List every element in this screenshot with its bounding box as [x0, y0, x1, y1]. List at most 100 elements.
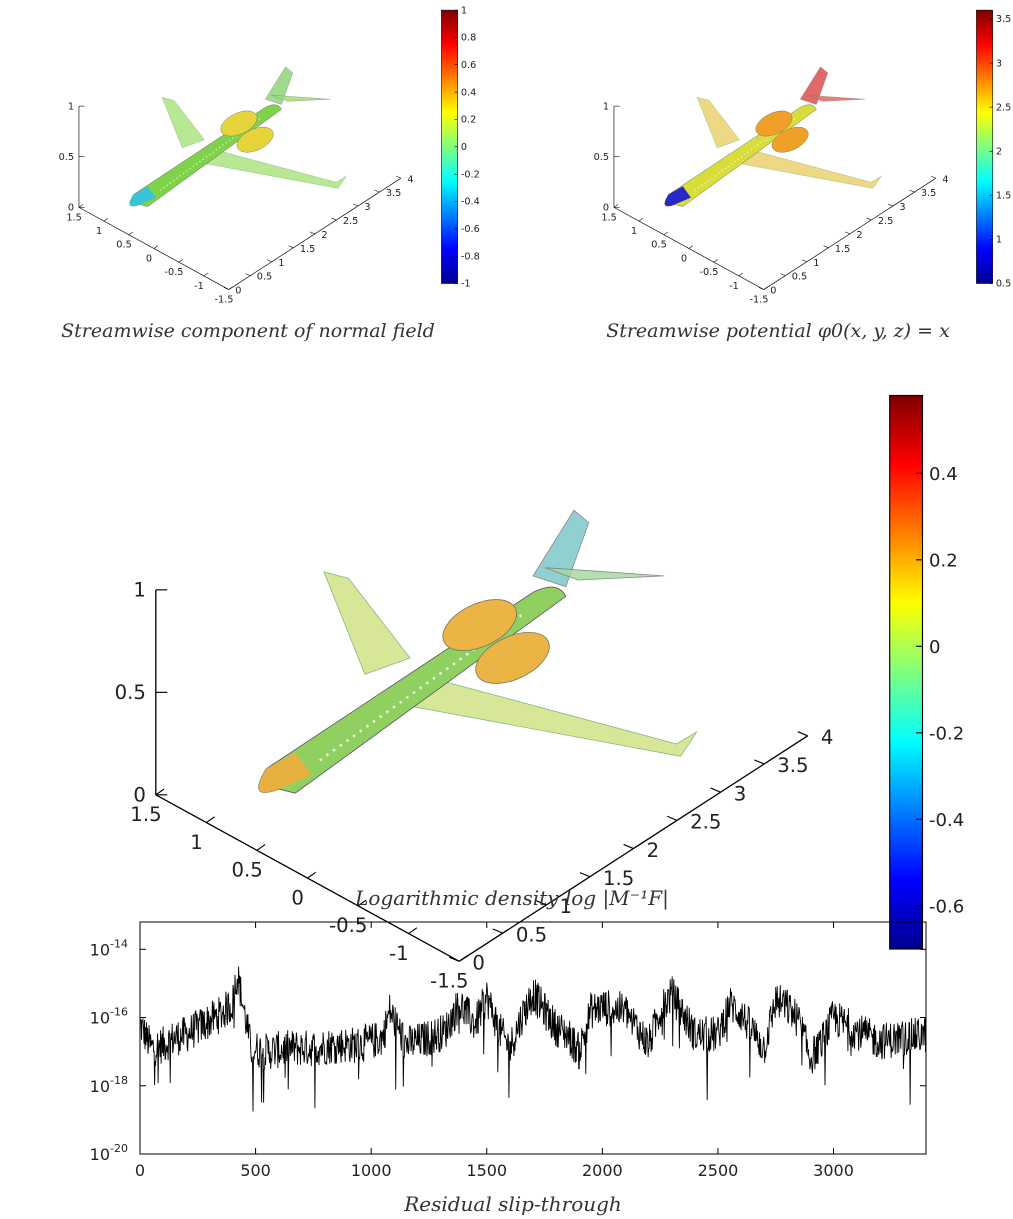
- y-tick-label: 10-20: [90, 1142, 128, 1164]
- nose: [129, 186, 156, 207]
- y-tick-label: 2: [647, 839, 660, 862]
- right-engine: [475, 631, 550, 684]
- colorbar-tick-label: 1: [461, 5, 467, 16]
- y-tick-label: 1: [813, 258, 819, 269]
- x-tick-label: 1: [190, 831, 203, 854]
- left-wing: [323, 571, 411, 675]
- x-tick-label: 1: [631, 226, 637, 237]
- colorbar-tick-label: 3: [996, 58, 1002, 69]
- y-tick-label: 4: [407, 174, 413, 185]
- colorbar: [976, 9, 993, 284]
- nose: [664, 186, 691, 207]
- colorbar: [889, 394, 924, 950]
- colorbar-tick-label: -0.6: [929, 896, 964, 917]
- colorbar-tick-label: -0.6: [461, 224, 480, 235]
- colorbar-tick-label: -0.2: [929, 723, 964, 744]
- streamwise-potential-caption: Streamwise potential φ0(x, y, z) = x: [606, 320, 950, 342]
- normal-field-caption: Streamwise component of normal field: [61, 320, 435, 342]
- z-tick-label: 1: [603, 101, 609, 112]
- y-tick-label: 2: [856, 230, 862, 241]
- left-engine: [220, 110, 258, 137]
- x-tick-label: -1.5: [749, 295, 768, 306]
- colorbar-tick-label: 0.6: [461, 60, 476, 71]
- aircraft-surface: [258, 509, 698, 794]
- x-tick-label: -1: [729, 281, 739, 292]
- fuselage: [129, 104, 282, 207]
- colorbar-tick-label: 0.4: [461, 87, 476, 98]
- y-tick-label: 0.5: [257, 272, 272, 283]
- colorbar-tick-label: -0.2: [461, 169, 480, 180]
- y-tick-label: 1: [278, 258, 284, 269]
- x-tick-label: 500: [240, 1161, 271, 1180]
- x-tick-label: 0: [146, 253, 152, 264]
- colorbar-tick-label: -0.4: [929, 810, 964, 831]
- x-tick-label: 1.5: [130, 803, 161, 826]
- windows: [159, 116, 262, 191]
- colorbar-tick-label: -1: [461, 279, 471, 290]
- aircraft-surface: [129, 66, 347, 207]
- y-tick-label: 1.5: [603, 867, 634, 890]
- colorbar-tick-label: 1.5: [996, 191, 1011, 202]
- x-tick-label: 1: [96, 226, 102, 237]
- x-tick-label: 1500: [466, 1161, 507, 1180]
- x-tick-label: 3000: [813, 1161, 854, 1180]
- windows: [319, 611, 526, 762]
- residual-chart-title: Residual slip-through: [403, 1192, 622, 1216]
- y-tick-label: 3: [364, 202, 370, 213]
- log-density-panel: 00.511.510.50-0.5-1-1.500.511.522.533.54…: [115, 394, 964, 993]
- colorbar-tick-label: 1: [996, 235, 1002, 246]
- z-tick-label: 0.5: [594, 152, 609, 163]
- left-wing: [696, 96, 740, 149]
- x-tick-label: 1.5: [601, 212, 616, 223]
- z-tick-label: 1: [68, 101, 74, 112]
- y-tick-label: 1.5: [835, 244, 850, 255]
- x-tick-label: -1.5: [214, 295, 233, 306]
- y-tick-label: 10-14: [90, 937, 128, 959]
- y-tick-label: 4: [942, 174, 948, 185]
- colorbar-tick-label: 3.5: [996, 14, 1011, 25]
- normal-field-panel: 00.511.510.50-0.5-1-1.500.511.522.533.54…: [59, 5, 480, 305]
- residual-chart: 0 500 1000 1500 2000 2500 3000 10-20 10-18 10-16…: [90, 921, 927, 1216]
- series-line: [139, 966, 927, 1112]
- y-tick-label: 3: [734, 782, 747, 805]
- y-tick-label: 2.5: [690, 811, 721, 834]
- right-engine: [771, 126, 809, 153]
- colorbar-tick-label: 2: [996, 146, 1002, 157]
- left-engine: [442, 599, 517, 652]
- x-tick-label: -1: [389, 942, 409, 965]
- x-tick-label: 2000: [582, 1161, 623, 1180]
- colorbar-tick-label: 0.4: [929, 464, 958, 485]
- colorbar-tick-label: -0.4: [461, 197, 480, 208]
- x-tick-label: -0.5: [165, 267, 184, 278]
- colorbar-tick-label: 0.2: [929, 550, 958, 571]
- horizontal-stabilizer: [271, 94, 331, 102]
- colorbar-tick-label: 2.5: [996, 102, 1011, 113]
- z-tick-label: 0: [603, 203, 609, 214]
- x-tick-label: -0.5: [700, 267, 719, 278]
- colorbar-tick-label: 0.2: [461, 115, 476, 126]
- x-tick-label: -1: [194, 281, 204, 292]
- x-tick-label: -0.5: [329, 914, 367, 937]
- y-tick-label: 0: [235, 286, 241, 297]
- horizontal-stabilizer: [806, 94, 866, 102]
- y-tick-label: 3.5: [921, 188, 936, 199]
- x-tick-label: 0.5: [231, 859, 262, 882]
- plot-frame: [139, 921, 927, 1155]
- z-tick-label: 0: [68, 203, 74, 214]
- y-tick-label: 4: [821, 726, 834, 749]
- x-tick-label: 2500: [698, 1161, 739, 1180]
- colorbar-tick-label: 0: [929, 637, 940, 658]
- y-tick-label: 2: [321, 230, 327, 241]
- z-tick-label: 0: [133, 783, 146, 806]
- right-engine: [236, 126, 274, 153]
- y-tick-label: 0.5: [792, 272, 807, 283]
- y-tick-label: 3.5: [777, 754, 808, 777]
- z-tick-label: 0.5: [59, 152, 74, 163]
- x-tick-label: 0: [291, 886, 304, 909]
- y-tick-label: 2.5: [878, 216, 893, 227]
- nose: [258, 752, 312, 793]
- colorbar-tick-label: -0.8: [461, 251, 480, 262]
- colorbar-tick-label: 0.5: [996, 279, 1011, 290]
- y-tick-label: 1: [559, 895, 572, 918]
